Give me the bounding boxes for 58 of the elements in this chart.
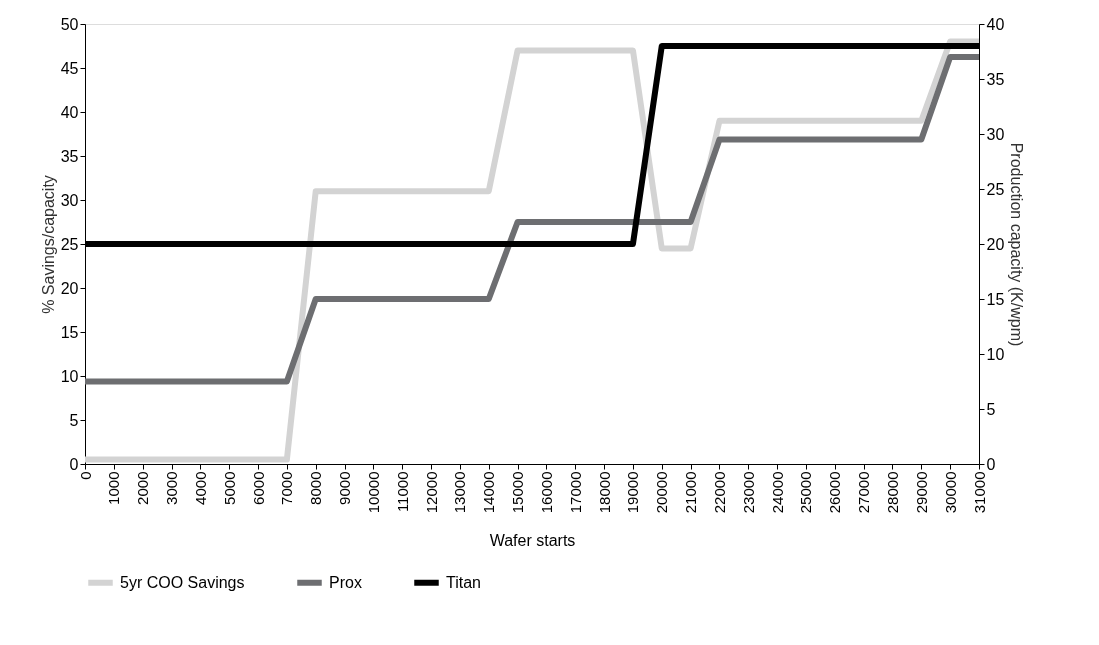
y-tick-label: 35: [60, 147, 79, 165]
y-tick-label: 10: [60, 367, 79, 385]
x-tick-label: 28000: [883, 471, 901, 514]
x-tick-label: 6000: [249, 471, 267, 505]
x-tick-label: 4000: [191, 471, 209, 505]
x-tick-label: 3000: [163, 471, 181, 505]
x-tick-label: 18000: [595, 471, 613, 514]
y2-axis-title: Production capacity (K/wpm): [1008, 142, 1026, 347]
y-tick-label: 0: [69, 455, 79, 473]
y2-tick-label: 30: [986, 125, 1005, 143]
x-tick-label: 10000: [364, 471, 382, 514]
y-axis-title: % Savings/capacity: [39, 175, 57, 314]
x-tick-label: 31000: [970, 471, 988, 514]
x-tick-label: 1000: [105, 471, 123, 505]
x-tick-label: 7000: [278, 471, 296, 505]
y2-tick-label: 0: [986, 455, 996, 473]
y2-tick-label: 5: [986, 400, 996, 418]
x-axis-title: Wafer starts: [489, 532, 576, 550]
legend-label: Prox: [329, 573, 362, 591]
y-tick-label: 15: [60, 323, 79, 341]
y-tick-label: 40: [60, 103, 79, 121]
y2-tick-label: 20: [986, 235, 1005, 253]
x-tick-label: 0: [76, 471, 94, 480]
y2-tick-label: 25: [986, 180, 1005, 198]
x-tick-label: 8000: [307, 471, 325, 505]
y-tick-label: 45: [60, 59, 79, 77]
y-tick-label: 50: [60, 15, 79, 33]
x-tick-label: 29000: [912, 471, 930, 514]
x-tick-label: 19000: [624, 471, 642, 514]
x-tick-label: 12000: [422, 471, 440, 514]
y-tick-label: 30: [60, 191, 79, 209]
y2-tick-label: 35: [986, 70, 1005, 88]
x-tick-label: 14000: [480, 471, 498, 514]
legend-label: 5yr COO Savings: [120, 573, 245, 591]
legend-label: Titan: [446, 573, 481, 591]
x-tick-label: 9000: [336, 471, 354, 505]
x-tick-label: 17000: [566, 471, 584, 514]
y2-tick-label: 15: [986, 290, 1005, 308]
x-tick-label: 15000: [509, 471, 527, 514]
y-tick-label: 5: [69, 411, 79, 429]
y-tick-label: 20: [60, 279, 79, 297]
y-tick-label: 25: [60, 235, 79, 253]
y2-tick-label: 10: [986, 345, 1005, 363]
x-tick-label: 23000: [739, 471, 757, 514]
x-tick-label: 11000: [393, 471, 411, 513]
x-tick-label: 30000: [941, 471, 959, 514]
x-tick-label: 2000: [134, 471, 152, 505]
x-tick-label: 16000: [537, 471, 555, 514]
x-tick-label: 26000: [826, 471, 844, 514]
x-tick-label: 27000: [855, 471, 873, 514]
x-tick-label: 22000: [710, 471, 728, 514]
x-tick-label: 5000: [220, 471, 238, 505]
x-tick-label: 20000: [653, 471, 671, 514]
y2-tick-label: 40: [986, 15, 1005, 33]
x-tick-label: 24000: [768, 471, 786, 514]
x-tick-label: 25000: [797, 471, 815, 514]
x-tick-label: 13000: [451, 471, 469, 514]
x-tick-label: 21000: [682, 471, 700, 514]
